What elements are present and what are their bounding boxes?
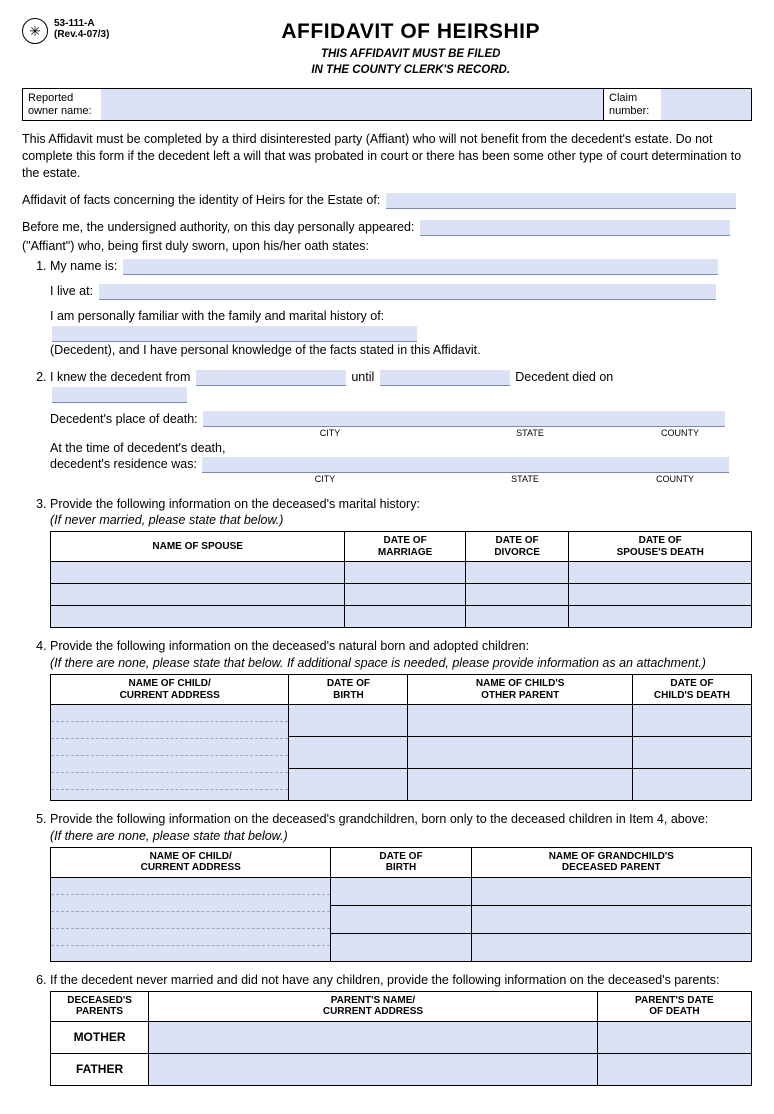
q4-prompt: Provide the following information on the… <box>50 638 752 655</box>
q4-h3: NAME OF CHILD'SOTHER PARENT <box>408 675 632 705</box>
reported-owner-label: Reported owner name: <box>23 89 101 120</box>
seal-icon: ✳ <box>22 18 48 44</box>
q6-h1: DECEASED'SPARENTS <box>51 991 149 1021</box>
state-label-2: STATE <box>440 473 610 485</box>
q4-table: NAME OF CHILD/CURRENT ADDRESS DATE OFBIR… <box>50 674 752 801</box>
q4-h1: NAME OF CHILD/CURRENT ADDRESS <box>51 675 289 705</box>
form-header: ✳ 53-111-A (Rev.4-07/3) AFFIDAVIT OF HEI… <box>22 18 752 78</box>
table-row[interactable] <box>51 705 752 737</box>
q4-h2: DATE OFBIRTH <box>289 675 408 705</box>
q6-table: DECEASED'SPARENTS PARENT'S NAME/CURRENT … <box>50 991 752 1086</box>
appeared-field[interactable] <box>420 220 730 236</box>
subtitle-2: IN THE COUNTY CLERK'S RECORD. <box>109 64 712 78</box>
q2-knew-c: Decedent died on <box>515 370 613 384</box>
q1-familiar-field[interactable] <box>52 326 417 342</box>
question-3: Provide the following information on the… <box>50 496 752 629</box>
intro-text: This Affidavit must be completed by a th… <box>22 131 752 182</box>
q2-from-field[interactable] <box>196 370 346 386</box>
q3-prompt: Provide the following information on the… <box>50 496 752 513</box>
question-5: Provide the following information on the… <box>50 811 752 962</box>
q5-table: NAME OF CHILD/CURRENT ADDRESS DATE OFBIR… <box>50 847 752 962</box>
owner-claim-box: Reported owner name: Claim number: <box>22 88 752 121</box>
subtitle-1: THIS AFFIDAVIT MUST BE FILED <box>109 48 712 62</box>
q3-note: (If never married, please state that bel… <box>50 512 752 529</box>
form-code: 53-111-A (Rev.4-07/3) <box>54 18 109 40</box>
q2-died-field[interactable] <box>52 387 187 403</box>
reported-owner-field[interactable] <box>101 89 603 120</box>
q3-h2: DATE OFMARRIAGE <box>345 532 465 562</box>
q3-h4: DATE OFSPOUSE'S DEATH <box>569 532 752 562</box>
q1-live-label: I live at: <box>50 284 93 298</box>
before-me-label: Before me, the undersigned authority, on… <box>22 220 414 234</box>
county-label: COUNTY <box>615 427 745 439</box>
affiant-line: ("Affiant") who, being first duly sworn,… <box>22 238 752 255</box>
county-label-2: COUNTY <box>610 473 740 485</box>
q1-name-field[interactable] <box>123 259 718 275</box>
form-revision: (Rev.4-07/3) <box>54 29 109 40</box>
facts-label: Affidavit of facts concerning the identi… <box>22 193 380 207</box>
q2-residence-field[interactable] <box>202 457 729 473</box>
q6-h3: PARENT'S DATEOF DEATH <box>597 991 751 1021</box>
page-title: AFFIDAVIT OF HEIRSHIP <box>109 18 712 46</box>
father-label: FATHER <box>51 1053 149 1085</box>
q2-place-field[interactable] <box>203 411 725 427</box>
q4-h4: DATE OFCHILD'S DEATH <box>632 675 751 705</box>
q2-residence-a: At the time of decedent's death, <box>50 440 752 457</box>
table-row[interactable]: FATHER <box>51 1053 752 1085</box>
q1-familiar-label: I am personally familiar with the family… <box>50 309 384 323</box>
q2-residence-b: decedent's residence was: <box>50 457 197 471</box>
q1-name-label: My name is: <box>50 259 117 273</box>
q3-h3: DATE OFDIVORCE <box>465 532 569 562</box>
question-list: My name is: I live at: I am personally f… <box>22 258 752 1085</box>
q6-h2: PARENT'S NAME/CURRENT ADDRESS <box>149 991 598 1021</box>
table-row[interactable] <box>51 606 752 628</box>
table-row[interactable] <box>51 562 752 584</box>
table-row[interactable] <box>51 877 752 905</box>
facts-line: Affidavit of facts concerning the identi… <box>22 192 752 209</box>
claim-number-label: Claim number: <box>603 89 661 120</box>
table-row[interactable]: MOTHER <box>51 1021 752 1053</box>
table-row[interactable] <box>51 584 752 606</box>
q1-address-field[interactable] <box>99 284 716 300</box>
q2-residence-sublabels: CITY STATE COUNTY <box>50 473 752 485</box>
q2-place-sublabels: CITY STATE COUNTY <box>50 427 752 439</box>
q1-decedent-text: (Decedent), and I have personal knowledg… <box>50 342 752 359</box>
q5-note: (If there are none, please state that be… <box>50 828 752 845</box>
q3-table: NAME OF SPOUSE DATE OFMARRIAGE DATE OFDI… <box>50 531 752 628</box>
q2-knew-a: I knew the decedent from <box>50 370 190 384</box>
mother-label: MOTHER <box>51 1021 149 1053</box>
q6-prompt: If the decedent never married and did no… <box>50 972 752 989</box>
before-me-line: Before me, the undersigned authority, on… <box>22 219 752 236</box>
q4-note: (If there are none, please state that be… <box>50 655 752 672</box>
q5-prompt: Provide the following information on the… <box>50 811 752 828</box>
city-label: CITY <box>215 427 445 439</box>
city-label-2: CITY <box>210 473 440 485</box>
question-6: If the decedent never married and did no… <box>50 972 752 1086</box>
question-1: My name is: I live at: I am personally f… <box>50 258 752 358</box>
form-code-text: 53-111-A <box>54 18 109 29</box>
q5-h1: NAME OF CHILD/CURRENT ADDRESS <box>51 847 331 877</box>
state-label: STATE <box>445 427 615 439</box>
q2-until-field[interactable] <box>380 370 510 386</box>
q5-h2: DATE OFBIRTH <box>331 847 471 877</box>
question-4: Provide the following information on the… <box>50 638 752 801</box>
q5-h3: NAME OF GRANDCHILD'SDECEASED PARENT <box>471 847 751 877</box>
q3-h1: NAME OF SPOUSE <box>51 532 345 562</box>
q2-place-label: Decedent's place of death: <box>50 412 198 426</box>
claim-number-field[interactable] <box>661 89 751 120</box>
estate-field[interactable] <box>386 193 736 209</box>
q2-knew-b: until <box>351 370 374 384</box>
question-2: I knew the decedent from until Decedent … <box>50 369 752 486</box>
